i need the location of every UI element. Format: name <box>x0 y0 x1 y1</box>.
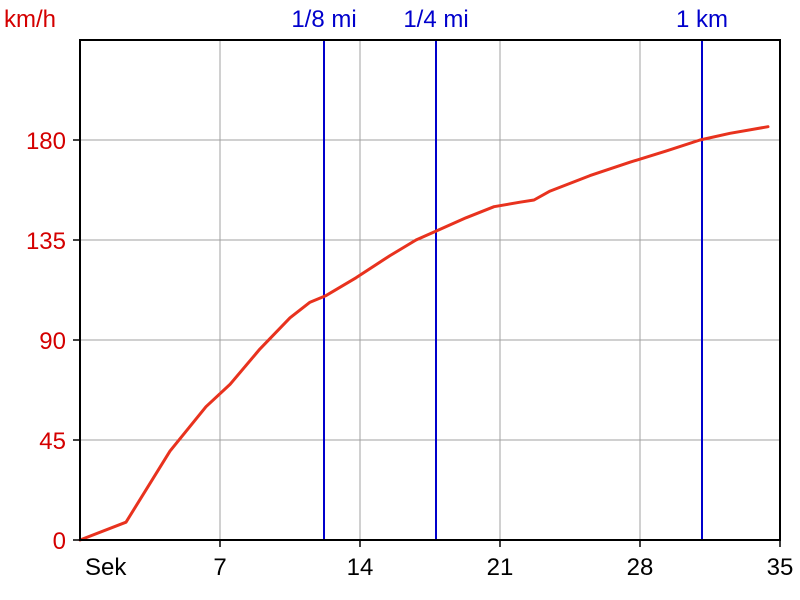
x-tick-label: 28 <box>627 554 654 581</box>
plot-frame <box>79 39 781 541</box>
speed-series-line <box>78 125 770 542</box>
axis-ticks: 7 14 21 28 35 0 45 90 135 180 <box>26 128 793 581</box>
x-tick-label: 21 <box>487 554 514 581</box>
y-tick-label: 0 <box>53 528 66 555</box>
y-tick-label: 45 <box>39 428 66 455</box>
x-axis-label: Sek <box>85 554 127 581</box>
x-tick-label: 7 <box>213 554 226 581</box>
x-tick-label: 14 <box>347 554 374 581</box>
distance-marker-label: 1/4 mi <box>403 6 468 33</box>
y-tick-label: 90 <box>39 328 66 355</box>
distance-marker-label: 1 km <box>676 6 728 33</box>
x-tick-label: 35 <box>767 554 794 581</box>
series-layer <box>78 125 770 542</box>
plot-background <box>80 40 780 540</box>
y-tick-label: 135 <box>26 228 66 255</box>
y-axis-label: km/h <box>4 6 56 33</box>
grid-lines <box>80 40 780 540</box>
y-tick-label: 180 <box>26 128 66 155</box>
distance-marker-label: 1/8 mi <box>291 6 356 33</box>
distance-markers: 1/8 mi 1/4 mi 1 km <box>291 6 728 540</box>
